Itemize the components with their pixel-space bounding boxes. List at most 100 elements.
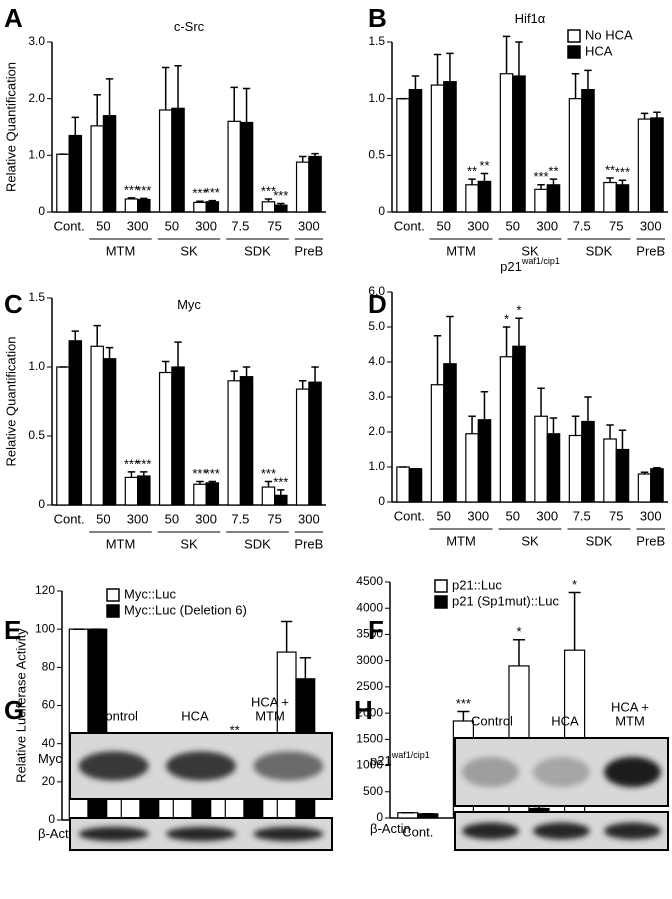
bar <box>261 486 276 506</box>
bar <box>274 494 288 506</box>
group-label: PreB <box>294 536 323 551</box>
bar <box>581 420 595 503</box>
x-tick-label: Cont. <box>394 218 425 233</box>
x-tick-label: 300 <box>195 511 217 526</box>
y-tick-label: 0 <box>378 494 385 508</box>
bar <box>546 433 561 503</box>
significance: ** <box>548 164 558 179</box>
error-bar <box>105 346 114 359</box>
legend-label: Myc::Luc (Deletion 6) <box>124 602 247 617</box>
x-tick-label: 50 <box>437 508 451 523</box>
group-label: SK <box>521 243 539 258</box>
y-tick-label: 40 <box>42 736 56 750</box>
x-tick-label: Cont. <box>394 508 425 523</box>
error-bar <box>584 396 592 422</box>
bar <box>650 468 664 503</box>
panel-label: H <box>354 695 373 725</box>
error-bar <box>584 69 592 90</box>
error-bar <box>208 199 216 202</box>
bar <box>90 125 104 213</box>
y-tick-label: 0.5 <box>368 148 385 162</box>
blot-column-label: HCA <box>181 708 209 723</box>
legend-label: HCA <box>585 43 613 58</box>
bar <box>430 384 445 503</box>
panel-label: C <box>4 289 23 319</box>
blot-band <box>166 751 236 781</box>
error-bar <box>537 387 545 417</box>
y-tick-label: 4.0 <box>368 354 385 368</box>
error-bar <box>549 178 558 185</box>
title-superscript: waf1/cip1 <box>521 256 560 266</box>
x-tick-label: 75 <box>609 508 623 523</box>
error-bar <box>549 417 558 434</box>
x-tick-label: 7.5 <box>231 218 249 233</box>
y-tick-label: 4000 <box>356 600 383 614</box>
y-tick-label: 0 <box>38 497 45 511</box>
error-bar <box>174 65 182 109</box>
error-bar <box>311 366 319 383</box>
bar <box>430 84 445 213</box>
significance: *** <box>615 165 630 180</box>
x-tick-label: 50 <box>96 511 110 526</box>
bar <box>308 155 322 213</box>
bar <box>615 184 630 213</box>
y-tick-label: 1.0 <box>28 148 45 162</box>
y-tick-label: 3500 <box>356 627 383 641</box>
row-label-text: Myc <box>38 751 62 766</box>
legend-label: p21::Luc <box>452 577 502 592</box>
error-bar <box>299 155 307 163</box>
error-bar <box>242 366 251 377</box>
bar <box>124 198 139 213</box>
x-tick-label: 75 <box>267 511 281 526</box>
bar <box>637 473 652 503</box>
bar <box>227 380 241 506</box>
legend-label: Myc::Luc <box>124 586 177 601</box>
error-bar <box>480 391 489 420</box>
y-tick-label: 1.5 <box>368 34 385 48</box>
blot-band <box>604 822 661 840</box>
blot-band <box>462 756 519 788</box>
x-tick-label: 300 <box>640 508 662 523</box>
error-bar <box>264 198 273 202</box>
x-tick-label: 300 <box>195 218 217 233</box>
bar <box>124 476 139 506</box>
error-bar <box>230 370 238 381</box>
bar <box>477 419 492 503</box>
legend-label: p21 (Sp1mut)::Luc <box>452 593 559 608</box>
bar <box>637 118 652 213</box>
group-label: SDK <box>244 536 271 551</box>
error-bar <box>446 52 454 82</box>
blot-column-label: Control <box>471 713 513 728</box>
x-tick-label: Cont. <box>402 824 433 839</box>
legend-label: No HCA <box>585 27 633 42</box>
bar <box>261 201 276 213</box>
x-tick-label: 7.5 <box>231 511 249 526</box>
bar <box>158 371 173 506</box>
panel-label: A <box>4 3 23 33</box>
significance: ** <box>605 162 615 177</box>
x-tick-label: 300 <box>467 508 489 523</box>
significance: *** <box>205 466 220 481</box>
blot-row-label: β-Actin <box>370 821 411 836</box>
significance: * <box>516 624 521 639</box>
y-tick-label: 3.0 <box>28 34 45 48</box>
group-label: PreB <box>636 533 665 548</box>
chart-title: p21waf1/cip1 <box>500 256 560 274</box>
x-tick-label: 50 <box>165 511 179 526</box>
error-bar <box>71 330 79 341</box>
error-bar <box>571 72 580 99</box>
significance: *** <box>533 169 548 184</box>
group-label: MTM <box>446 533 476 548</box>
bar <box>499 73 514 213</box>
error-bar <box>196 480 204 485</box>
y-tick-label: 60 <box>42 698 56 712</box>
y-tick-label: 1500 <box>356 732 383 746</box>
error-bar <box>299 380 307 390</box>
y-tick-label: 2.0 <box>368 424 385 438</box>
significance: ** <box>479 158 489 173</box>
error-bar <box>127 197 136 199</box>
bar <box>158 109 173 213</box>
bar <box>443 81 457 213</box>
significance: *** <box>192 466 207 481</box>
y-tick-label: 1.0 <box>368 91 385 105</box>
